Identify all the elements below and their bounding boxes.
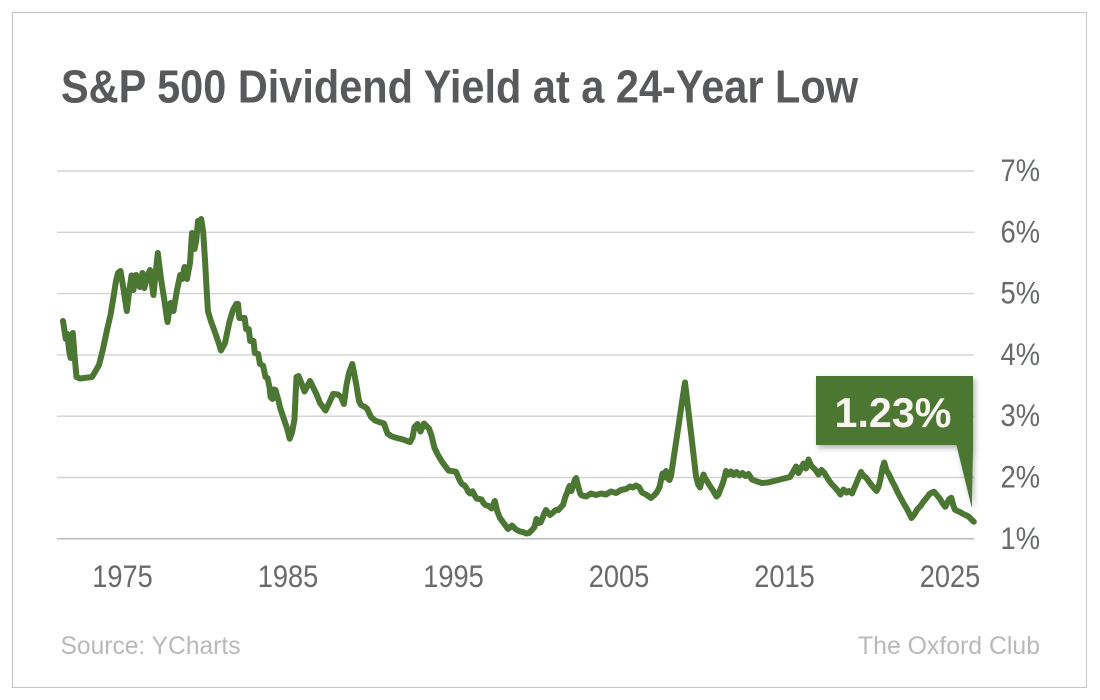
svg-text:2%: 2%: [1001, 459, 1041, 495]
svg-text:S&P 500 Dividend Yield at a 24: S&P 500 Dividend Yield at a 24-Year Low: [61, 61, 859, 113]
svg-text:2015: 2015: [754, 558, 815, 594]
svg-text:3%: 3%: [1001, 397, 1041, 433]
svg-text:2025: 2025: [920, 558, 981, 594]
svg-text:4%: 4%: [1001, 336, 1041, 372]
svg-text:1985: 1985: [258, 558, 319, 594]
svg-text:Source: YCharts: Source: YCharts: [61, 633, 241, 660]
svg-text:The Oxford Club: The Oxford Club: [858, 633, 1040, 660]
svg-text:1%: 1%: [1001, 520, 1041, 556]
svg-text:2005: 2005: [589, 558, 650, 594]
svg-text:1.23%: 1.23%: [835, 389, 952, 436]
svg-text:1975: 1975: [92, 558, 153, 594]
svg-text:1995: 1995: [423, 558, 484, 594]
svg-text:6%: 6%: [1001, 213, 1041, 249]
svg-text:7%: 7%: [1001, 152, 1041, 188]
svg-text:5%: 5%: [1001, 275, 1041, 311]
